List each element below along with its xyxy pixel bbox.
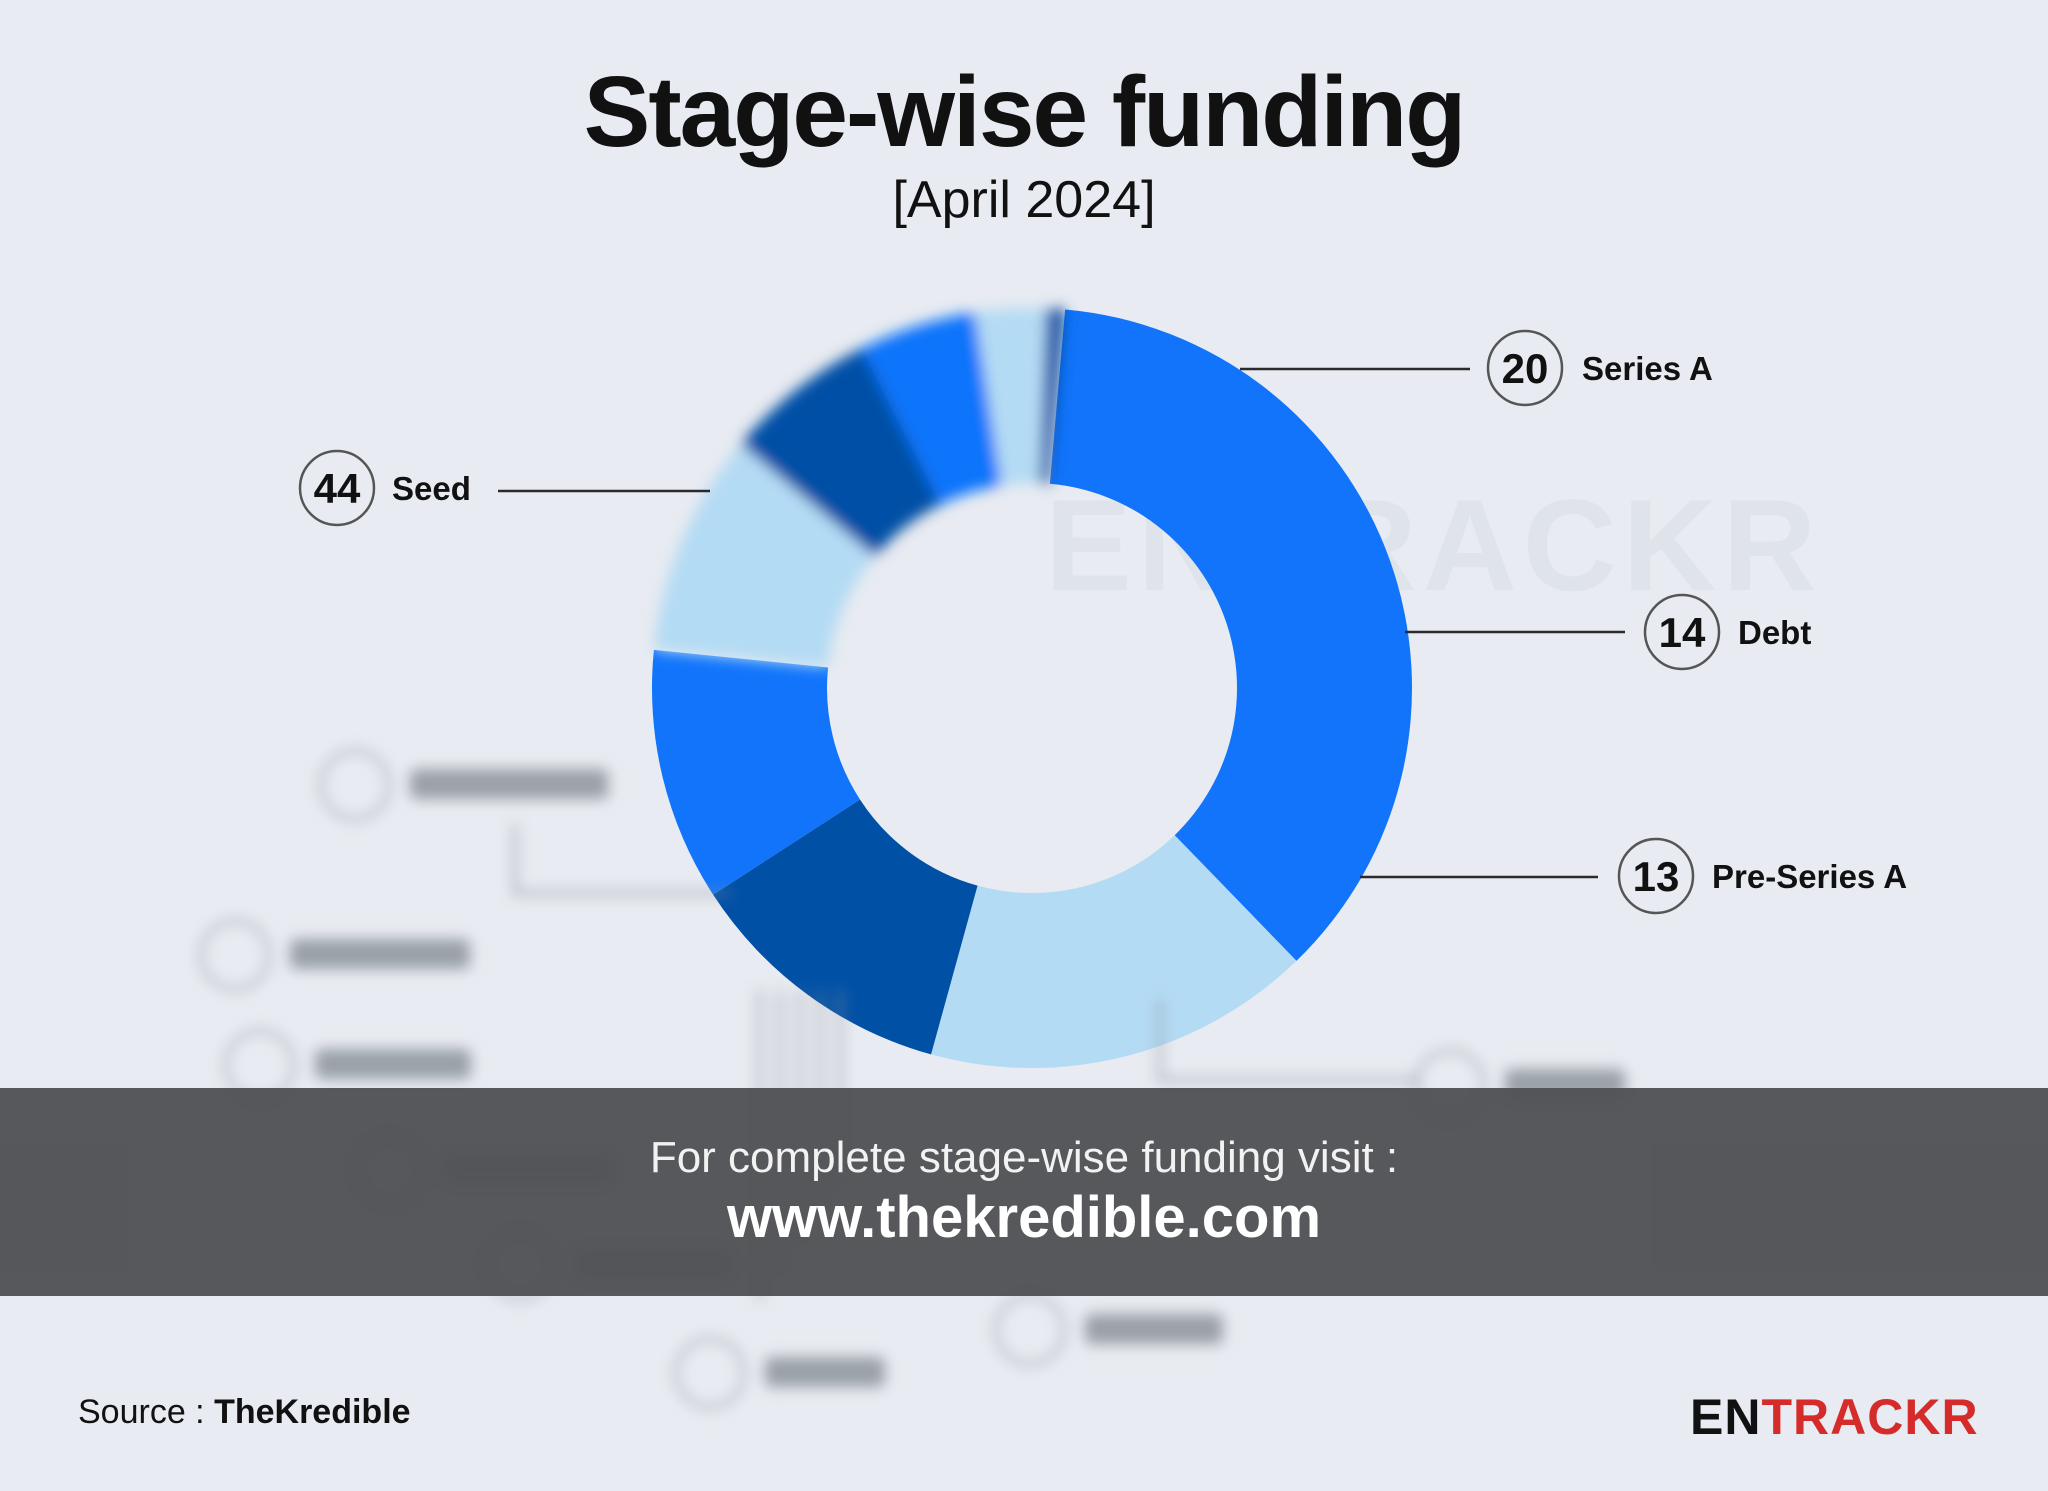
slice-hidden-3: [861, 312, 1002, 505]
hidden-label-text: [765, 1357, 885, 1387]
chart-title: Stage-wise funding: [583, 56, 1467, 168]
value-label-pre-series-a: 13: [1633, 853, 1680, 900]
chart-subtitle: [April 2024]: [892, 171, 1156, 229]
source-name: TheKredible: [214, 1393, 411, 1431]
slice-hidden-5: [1039, 308, 1066, 484]
hidden-label-text: [410, 769, 608, 799]
slice-seed: [1049, 309, 1413, 961]
banner-text: For complete stage-wise funding visit :: [649, 1133, 1399, 1183]
hidden-label-text: [1085, 1314, 1223, 1344]
hidden-label-text: [315, 1049, 471, 1079]
value-label-debt: 14: [1659, 609, 1706, 656]
slice-hidden-4: [974, 308, 1047, 486]
value-label-seed: 44: [314, 465, 361, 512]
category-label-seed: Seed: [392, 470, 471, 507]
value-badge-series-a: [1486, 329, 1564, 407]
hidden-leader-line: [1158, 1000, 1420, 1082]
slice-debt: [713, 799, 978, 1055]
value-badge-debt: [1643, 593, 1721, 671]
slice-pre-series-a: [652, 649, 860, 895]
category-label-series-a: Series A: [1582, 350, 1713, 387]
value-label-series-a: 20: [1502, 345, 1549, 392]
category-label-debt: Debt: [1738, 614, 1811, 651]
category-label-pre-series-a: Pre-Series A: [1712, 858, 1907, 895]
hidden-label-badge: [994, 1294, 1066, 1366]
slice-series-a: [931, 835, 1297, 1068]
source-credit: Source : TheKredible: [78, 1393, 411, 1432]
hidden-label-badge: [199, 919, 271, 991]
slice-hidden-2: [740, 348, 941, 557]
hidden-leader-line: [513, 825, 730, 895]
logo-part-1: EN: [1690, 1389, 1762, 1445]
banner-link[interactable]: www.thekredible.com: [726, 1185, 1322, 1251]
source-prefix: Source :: [78, 1393, 215, 1431]
promo-banner: For complete stage-wise funding visit : …: [0, 1088, 2048, 1296]
logo-part-2: TRACKR: [1761, 1389, 1979, 1445]
value-badge-seed: [298, 449, 376, 527]
hidden-label-text: [290, 939, 470, 969]
hidden-label-badge: [319, 749, 391, 821]
value-badge-pre-series-a: [1617, 837, 1695, 915]
slice-hidden-1: [653, 443, 875, 668]
hidden-label-badge: [674, 1337, 746, 1409]
entrackr-logo: ENTRACKR: [1690, 1388, 1979, 1446]
